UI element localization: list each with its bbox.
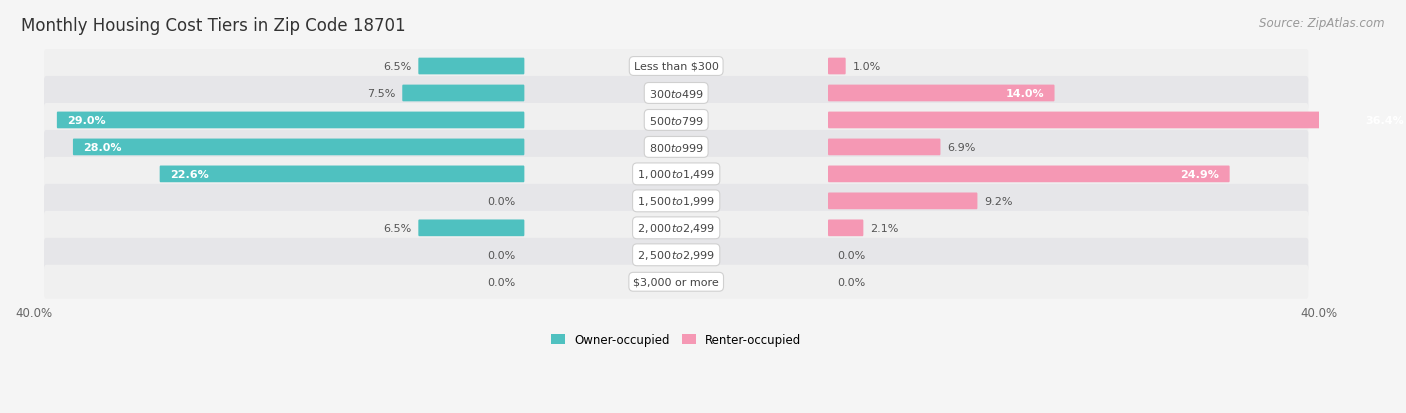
Text: $500 to $799: $500 to $799 — [648, 115, 703, 127]
FancyBboxPatch shape — [160, 166, 524, 183]
FancyBboxPatch shape — [44, 157, 1309, 191]
FancyBboxPatch shape — [828, 220, 863, 237]
Text: $2,500 to $2,999: $2,500 to $2,999 — [637, 249, 716, 262]
FancyBboxPatch shape — [44, 185, 1309, 218]
Legend: Owner-occupied, Renter-occupied: Owner-occupied, Renter-occupied — [546, 328, 806, 351]
Text: $1,000 to $1,499: $1,000 to $1,499 — [637, 168, 716, 181]
FancyBboxPatch shape — [56, 112, 524, 129]
Text: 0.0%: 0.0% — [837, 250, 865, 260]
FancyBboxPatch shape — [419, 59, 524, 75]
FancyBboxPatch shape — [828, 193, 977, 210]
Text: 14.0%: 14.0% — [1005, 89, 1045, 99]
Text: $2,000 to $2,499: $2,000 to $2,499 — [637, 222, 716, 235]
Text: 1.0%: 1.0% — [853, 62, 882, 72]
Text: $1,500 to $1,999: $1,500 to $1,999 — [637, 195, 716, 208]
Text: $3,000 or more: $3,000 or more — [633, 277, 718, 287]
FancyBboxPatch shape — [44, 104, 1309, 138]
FancyBboxPatch shape — [44, 50, 1309, 84]
Text: 28.0%: 28.0% — [83, 142, 122, 152]
Text: Monthly Housing Cost Tiers in Zip Code 18701: Monthly Housing Cost Tiers in Zip Code 1… — [21, 17, 406, 34]
FancyBboxPatch shape — [44, 265, 1309, 299]
Text: $300 to $499: $300 to $499 — [648, 88, 703, 100]
FancyBboxPatch shape — [828, 85, 1054, 102]
Text: 7.5%: 7.5% — [367, 89, 395, 99]
Text: 22.6%: 22.6% — [170, 169, 209, 180]
Text: 6.5%: 6.5% — [382, 223, 411, 233]
Text: 0.0%: 0.0% — [488, 250, 516, 260]
Text: 6.9%: 6.9% — [948, 142, 976, 152]
FancyBboxPatch shape — [44, 238, 1309, 272]
FancyBboxPatch shape — [44, 77, 1309, 111]
FancyBboxPatch shape — [828, 166, 1230, 183]
Text: 29.0%: 29.0% — [67, 116, 105, 126]
FancyBboxPatch shape — [44, 131, 1309, 164]
Text: 36.4%: 36.4% — [1365, 116, 1405, 126]
Text: Source: ZipAtlas.com: Source: ZipAtlas.com — [1260, 17, 1385, 29]
FancyBboxPatch shape — [828, 59, 845, 75]
FancyBboxPatch shape — [828, 139, 941, 156]
Text: 0.0%: 0.0% — [488, 196, 516, 206]
FancyBboxPatch shape — [419, 220, 524, 237]
Text: $800 to $999: $800 to $999 — [648, 142, 703, 154]
Text: 24.9%: 24.9% — [1180, 169, 1219, 180]
Text: 0.0%: 0.0% — [488, 277, 516, 287]
FancyBboxPatch shape — [828, 112, 1406, 129]
Text: 0.0%: 0.0% — [837, 277, 865, 287]
FancyBboxPatch shape — [73, 139, 524, 156]
Text: 2.1%: 2.1% — [870, 223, 898, 233]
FancyBboxPatch shape — [402, 85, 524, 102]
Text: 6.5%: 6.5% — [382, 62, 411, 72]
Text: Less than $300: Less than $300 — [634, 62, 718, 72]
Text: 9.2%: 9.2% — [984, 196, 1014, 206]
FancyBboxPatch shape — [44, 211, 1309, 245]
